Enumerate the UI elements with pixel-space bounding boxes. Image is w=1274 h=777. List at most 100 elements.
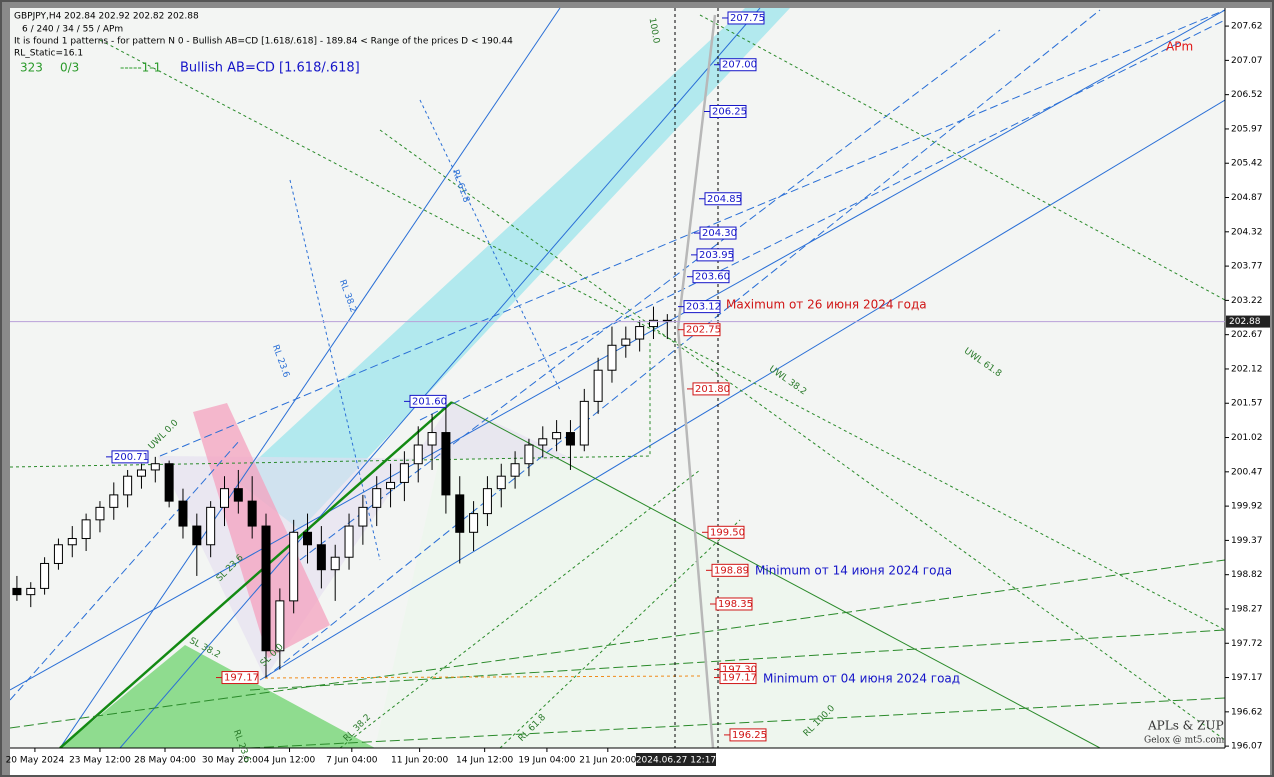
- candle-body: [150, 463, 160, 471]
- candle-body: [261, 525, 271, 652]
- y-tick-label: 196.62: [1231, 707, 1263, 717]
- y-tick-label: 201.57: [1231, 399, 1263, 409]
- last-price-label: 202.88: [1229, 317, 1261, 327]
- watermark: Gelox @ mt5.com: [1144, 736, 1225, 746]
- y-tick-label: 205.97: [1231, 124, 1263, 134]
- price-label: 201.80: [695, 384, 730, 395]
- candle-body: [67, 538, 77, 546]
- price-label-box: [727, 11, 765, 25]
- x-tick-label: 21 Jun 20:00: [579, 756, 636, 766]
- fan-lines: [10, 8, 1225, 748]
- candle-body: [123, 475, 133, 496]
- candle-body: [482, 488, 492, 515]
- subtitle: It is found 1 patterns - for pattern N 0…: [14, 37, 513, 47]
- price-label-box: [719, 671, 757, 685]
- note: Maximum от 26 июня 2024 года: [726, 298, 927, 312]
- candle-body: [206, 506, 216, 546]
- status-count: 323: [20, 61, 43, 75]
- price-label-box: [692, 382, 730, 396]
- price-label-box: [696, 248, 734, 262]
- y-tick-label: 198.82: [1231, 570, 1263, 580]
- candle-body: [219, 488, 229, 508]
- y-tick-label: 203.77: [1231, 262, 1263, 272]
- candle-body: [109, 494, 119, 508]
- y-tick-label: 205.42: [1231, 159, 1263, 169]
- candle-body: [579, 400, 589, 446]
- price-label-box: [715, 597, 753, 611]
- candle-body: [164, 463, 174, 502]
- price-label-box: [683, 300, 721, 314]
- note: Minimum от 14 июня 2024 года: [755, 564, 952, 578]
- candle-body: [441, 432, 451, 496]
- y-tick-label: 206.52: [1231, 90, 1263, 100]
- candle-body: [81, 519, 91, 540]
- y-tick-label: 199.37: [1231, 536, 1263, 546]
- price-label: 204.85: [707, 194, 742, 205]
- price-label: 197.17: [722, 673, 757, 684]
- candle-body: [399, 463, 409, 483]
- marks: [12, 306, 672, 678]
- chart-title: GBPJPY,H4 202.84 202.92 202.82 202.88: [14, 12, 199, 22]
- candle-body: [247, 500, 257, 527]
- candle-body: [136, 469, 146, 477]
- x-tick-label: 28 May 04:00: [134, 756, 196, 766]
- candle-body: [593, 369, 603, 402]
- x-tick-label: 4 Jun 12:00: [264, 756, 316, 766]
- channel-band: [235, 8, 790, 530]
- candle-body: [95, 506, 105, 521]
- candle-body: [552, 432, 562, 440]
- price-label-box: [409, 394, 447, 408]
- price-label: 196.25: [732, 730, 767, 741]
- pattern-name: Bullish AB=CD [1.618/.618]: [180, 61, 360, 76]
- candle-body: [565, 432, 575, 446]
- price-label-box: [729, 728, 767, 742]
- candle-body: [53, 544, 63, 564]
- y-tick-label: 201.02: [1231, 433, 1263, 443]
- candle-body: [40, 562, 50, 589]
- price-label: 206.25: [712, 106, 747, 117]
- watermark: APLs & ZUP: [1147, 719, 1224, 733]
- candle-body: [344, 525, 354, 558]
- status-ratio: 0/3: [60, 61, 79, 75]
- projection-line: [676, 14, 717, 748]
- y-tick-label: 197.72: [1231, 639, 1263, 649]
- candle-body: [12, 587, 22, 596]
- y-tick-label: 202.67: [1231, 330, 1263, 340]
- price-label: 200.71: [114, 452, 149, 463]
- price-label-box: [709, 104, 747, 118]
- y-tick-label: 204.32: [1231, 227, 1263, 237]
- candle-body: [233, 488, 243, 502]
- y-tick-label: 207.07: [1231, 56, 1263, 66]
- x-tick-label: 19 Jun 04:00: [518, 756, 575, 766]
- y-tick-label: 203.22: [1231, 296, 1263, 306]
- price-label: 203.12: [686, 302, 721, 313]
- cursor-label: 2024.06.27 12:17: [636, 756, 716, 766]
- price-label-box: [692, 270, 730, 284]
- price-label-box: [707, 525, 745, 539]
- y-tick-label: 199.92: [1231, 502, 1263, 512]
- last-price-box: [1226, 315, 1270, 328]
- y-axis-background: [1225, 8, 1270, 748]
- y-tick-label: 202.12: [1231, 364, 1263, 374]
- price-label: 197.30: [722, 664, 757, 675]
- candle-body: [289, 531, 299, 602]
- min-line: [264, 675, 701, 679]
- price-label-box: [683, 323, 721, 337]
- x-tick-label: 20 May 2024: [6, 756, 65, 766]
- subtitle: 6 / 240 / 34 / 55 / APm: [22, 25, 123, 35]
- line-label: 100.0: [647, 17, 661, 44]
- price-label: 204.30: [702, 228, 737, 239]
- candle-body: [386, 481, 396, 490]
- candle-body: [538, 438, 548, 446]
- price-label-box: [699, 226, 737, 240]
- price-label: 203.60: [695, 272, 730, 283]
- status-code: -----1-1: [120, 61, 161, 75]
- y-tick-label: 198.27: [1231, 604, 1263, 614]
- candle-body: [621, 338, 631, 346]
- price-label-box: [704, 192, 742, 206]
- candle-body: [192, 525, 202, 546]
- price-label: 207.75: [730, 13, 765, 24]
- y-tick-label: 197.17: [1231, 673, 1263, 683]
